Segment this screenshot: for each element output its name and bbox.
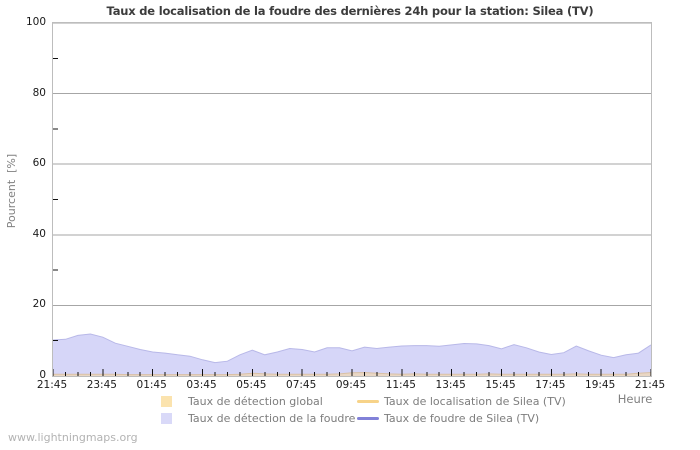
legend-area-swatch bbox=[161, 413, 185, 424]
legend-label: Taux de détection de la foudre bbox=[188, 412, 356, 425]
x-tick-label: 21:45 bbox=[36, 379, 68, 391]
legend-line-swatch bbox=[357, 417, 381, 420]
axis-ticks bbox=[53, 57, 651, 376]
legend-item: Taux de détection de la foudre bbox=[161, 412, 357, 425]
chart-title: Taux de localisation de la foudre des de… bbox=[106, 4, 594, 18]
y-tick-label: 60 bbox=[32, 157, 46, 170]
y-tick-label: 0 bbox=[39, 369, 46, 381]
y-tick-label: 20 bbox=[32, 298, 46, 311]
x-tick-label: 11:45 bbox=[385, 379, 416, 391]
x-axis-title: Heure bbox=[617, 392, 653, 406]
legend-area-swatch bbox=[161, 396, 185, 407]
x-tick-label: 13:45 bbox=[435, 379, 466, 391]
y-tick-label: 80 bbox=[32, 86, 46, 99]
y-axis-title: Pourcent [%] bbox=[5, 153, 18, 229]
legend-item: Taux de foudre de Silea (TV) bbox=[357, 412, 617, 425]
legend-label: Taux de localisation de Silea (TV) bbox=[384, 395, 566, 408]
x-tick-label: 15:45 bbox=[485, 379, 516, 391]
x-tick-label: 01:45 bbox=[136, 379, 167, 391]
chart-canvas bbox=[53, 23, 651, 376]
watermark: www.lightningmaps.org bbox=[8, 431, 138, 444]
x-tick-label: 21:45 bbox=[634, 379, 666, 391]
legend-line-swatch bbox=[357, 400, 381, 403]
legend-item: Taux de détection global bbox=[161, 395, 357, 408]
legend-label: Taux de détection global bbox=[188, 395, 323, 408]
gridlines bbox=[53, 23, 651, 306]
x-tick-label: 09:45 bbox=[335, 379, 367, 391]
area-Taux de détection de la foudre bbox=[53, 334, 651, 376]
y-tick-label: 40 bbox=[32, 227, 46, 240]
legend-item: Taux de localisation de Silea (TV) bbox=[357, 395, 617, 408]
x-tick-label: 23:45 bbox=[86, 379, 117, 391]
x-tick-label: 07:45 bbox=[286, 379, 317, 391]
x-tick-label: 19:45 bbox=[585, 379, 616, 391]
plot-area bbox=[52, 22, 652, 377]
legend: Taux de détection global Taux de localisa… bbox=[161, 395, 617, 425]
x-tick-label: 03:45 bbox=[186, 379, 217, 391]
legend-label: Taux de foudre de Silea (TV) bbox=[384, 412, 540, 425]
x-tick-label: 05:45 bbox=[236, 379, 267, 391]
x-tick-label: 17:45 bbox=[535, 379, 566, 391]
y-tick-label: 100 bbox=[25, 16, 46, 28]
